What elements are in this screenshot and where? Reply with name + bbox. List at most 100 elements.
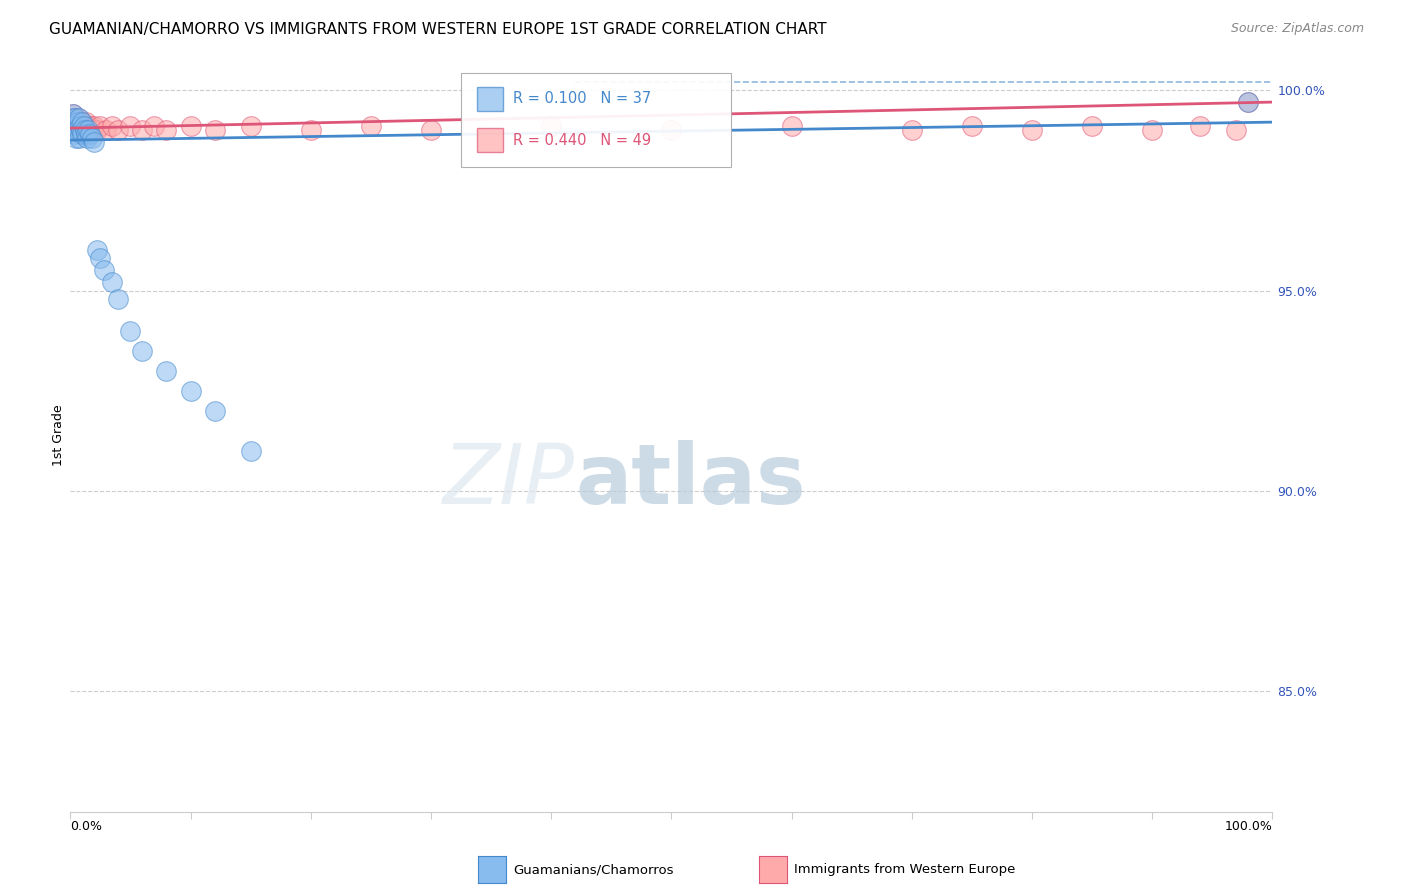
Point	[1142, 123, 1164, 137]
Point	[901, 123, 924, 137]
Point	[80, 131, 103, 145]
Point	[960, 119, 983, 133]
Point	[1237, 95, 1260, 109]
Point	[70, 123, 93, 137]
Point	[72, 115, 94, 129]
Point	[780, 119, 803, 133]
Point	[65, 131, 87, 145]
Point	[66, 115, 89, 129]
Point	[101, 276, 124, 290]
Text: 0.0%: 0.0%	[70, 820, 103, 833]
FancyBboxPatch shape	[477, 87, 503, 111]
Point	[661, 123, 683, 137]
Text: ZIP: ZIP	[443, 440, 575, 521]
Point	[62, 119, 84, 133]
Point	[204, 404, 226, 418]
Point	[96, 123, 118, 137]
FancyBboxPatch shape	[461, 73, 731, 168]
Point	[65, 119, 87, 133]
Text: Immigrants from Western Europe: Immigrants from Western Europe	[794, 863, 1015, 876]
Point	[86, 123, 108, 137]
Point	[67, 115, 90, 129]
Point	[89, 119, 111, 133]
Point	[86, 244, 108, 258]
Point	[72, 119, 94, 133]
Text: Source: ZipAtlas.com: Source: ZipAtlas.com	[1230, 22, 1364, 36]
Point	[67, 111, 90, 125]
Point	[83, 119, 105, 133]
Point	[63, 111, 86, 125]
Point	[76, 119, 98, 133]
Point	[1189, 119, 1212, 133]
Point	[72, 119, 94, 133]
Point	[77, 123, 100, 137]
Point	[73, 123, 96, 137]
Point	[1081, 119, 1104, 133]
Point	[69, 119, 91, 133]
Point	[180, 119, 202, 133]
Text: R = 0.100   N = 37: R = 0.100 N = 37	[513, 91, 651, 106]
Y-axis label: 1st Grade: 1st Grade	[52, 404, 65, 466]
Point	[66, 123, 89, 137]
Point	[299, 123, 322, 137]
Point	[75, 115, 97, 129]
Point	[120, 324, 142, 338]
Point	[93, 263, 115, 277]
Point	[62, 107, 84, 121]
FancyBboxPatch shape	[477, 128, 503, 153]
Point	[131, 123, 153, 137]
Point	[107, 292, 129, 306]
Point	[63, 111, 86, 125]
Text: R = 0.440   N = 49: R = 0.440 N = 49	[513, 133, 651, 148]
Point	[131, 343, 153, 358]
Text: atlas: atlas	[575, 440, 806, 521]
Point	[63, 111, 86, 125]
Point	[180, 384, 202, 398]
Point	[63, 115, 86, 129]
Point	[80, 123, 103, 137]
Point	[63, 123, 86, 137]
Point	[72, 115, 94, 129]
Point	[77, 123, 100, 137]
Point	[79, 119, 101, 133]
Point	[143, 119, 166, 133]
Point	[79, 127, 101, 141]
Point	[155, 123, 177, 137]
Point	[76, 131, 98, 145]
Point	[65, 119, 87, 133]
Point	[420, 123, 443, 137]
Point	[107, 123, 129, 137]
Point	[69, 119, 91, 133]
Point	[360, 119, 382, 133]
Point	[62, 119, 84, 133]
Point	[1237, 95, 1260, 109]
Text: GUAMANIAN/CHAMORRO VS IMMIGRANTS FROM WESTERN EUROPE 1ST GRADE CORRELATION CHART: GUAMANIAN/CHAMORRO VS IMMIGRANTS FROM WE…	[49, 22, 827, 37]
Point	[60, 111, 83, 125]
Point	[67, 131, 90, 145]
Point	[239, 443, 262, 458]
Point	[70, 123, 93, 137]
Point	[62, 107, 84, 121]
Point	[83, 135, 105, 149]
Text: 100.0%: 100.0%	[1225, 820, 1272, 833]
Point	[101, 119, 124, 133]
Point	[1225, 123, 1247, 137]
Point	[65, 115, 87, 129]
Point	[540, 119, 562, 133]
Point	[1021, 123, 1043, 137]
Point	[63, 115, 86, 129]
Point	[75, 127, 97, 141]
Point	[89, 252, 111, 266]
Point	[155, 364, 177, 378]
Point	[66, 111, 89, 125]
Point	[239, 119, 262, 133]
Point	[63, 127, 86, 141]
Point	[60, 111, 83, 125]
Point	[63, 123, 86, 137]
Point	[73, 123, 96, 137]
Point	[66, 123, 89, 137]
Point	[72, 127, 94, 141]
Point	[120, 119, 142, 133]
Point	[204, 123, 226, 137]
Text: Guamanians/Chamorros: Guamanians/Chamorros	[513, 863, 673, 876]
